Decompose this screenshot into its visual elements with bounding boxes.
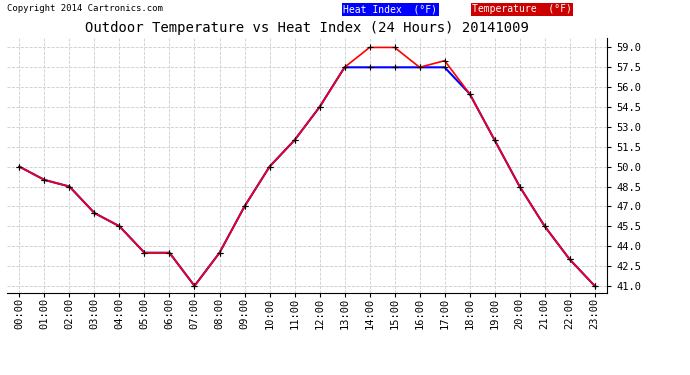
Title: Outdoor Temperature vs Heat Index (24 Hours) 20141009: Outdoor Temperature vs Heat Index (24 Ho… (85, 21, 529, 35)
Text: Copyright 2014 Cartronics.com: Copyright 2014 Cartronics.com (7, 4, 163, 13)
Text: Temperature  (°F): Temperature (°F) (472, 4, 572, 14)
Text: Heat Index  (°F): Heat Index (°F) (343, 4, 437, 14)
